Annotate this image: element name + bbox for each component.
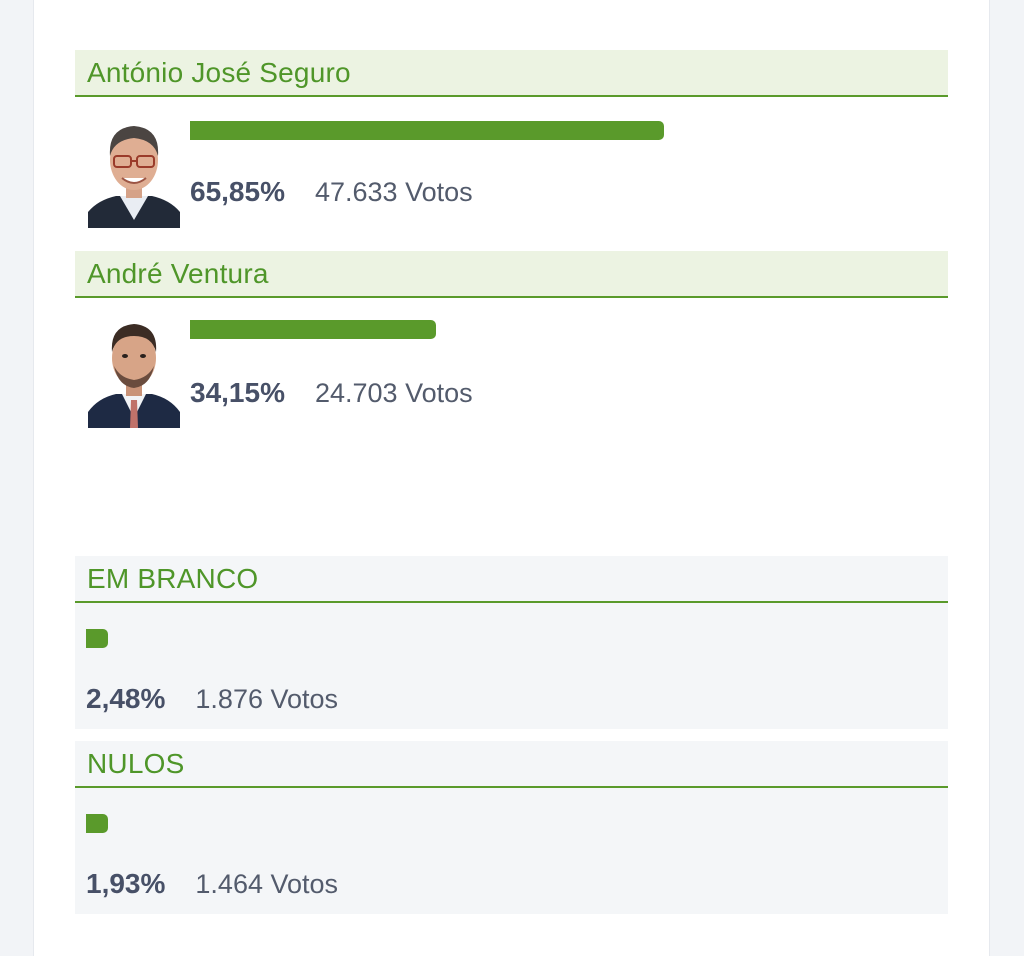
vote-share-bar [190, 121, 664, 140]
candidate-stats: 34,15% 24.703 Votos [190, 377, 473, 409]
vote-count: 24.703 Votos [315, 378, 473, 409]
blank-votes-body: 2,48% 1.876 Votos [75, 603, 948, 729]
candidate-header: António José Seguro [75, 50, 948, 97]
vote-share-bar [86, 629, 108, 648]
vote-count-number: 1.876 [195, 684, 263, 714]
blank-votes-header: EM BRANCO [75, 556, 948, 603]
vote-share-bar-fill [190, 121, 664, 140]
vote-count-label: Votos [270, 684, 339, 714]
null-votes-body: 1,93% 1.464 Votos [75, 788, 948, 914]
percentage: 1,93% [86, 868, 166, 899]
candidate-photo [88, 316, 180, 428]
vote-count: 1.464 Votos [195, 869, 338, 900]
vote-count: 1.876 Votos [195, 684, 338, 715]
vote-share-bar-fill [86, 629, 108, 648]
candidate-header: André Ventura [75, 251, 948, 298]
candidate-stats: 65,85% 47.633 Votos [190, 176, 473, 208]
vote-count-label: Votos [405, 177, 473, 207]
null-votes-stats: 1,93% 1.464 Votos [86, 868, 338, 900]
blank-votes-stats: 2,48% 1.876 Votos [86, 683, 338, 715]
percentage: 2,48% [86, 683, 166, 714]
candidate-body: 34,15% 24.703 Votos [75, 298, 948, 438]
vote-share-bar-fill [190, 320, 436, 339]
blank-votes-result: EM BRANCO 2,48% 1.876 Votos [75, 556, 948, 729]
vote-count-number: 24.703 [314, 378, 398, 408]
vote-share-bar [190, 320, 436, 339]
blank-votes-title: EM BRANCO [87, 562, 259, 594]
vote-share-bar [86, 814, 108, 833]
vote-count-number: 1.464 [195, 869, 263, 899]
vote-count-number: 47.633 [314, 177, 398, 207]
vote-share-bar-fill [86, 814, 108, 833]
candidate-result-seguro: António José Seguro 65,85% 47.633 [75, 50, 948, 237]
null-votes-title: NULOS [87, 747, 185, 779]
percentage: 34,15% [190, 377, 285, 408]
vote-count-label: Votos [270, 869, 339, 899]
null-votes-header: NULOS [75, 741, 948, 788]
candidate-name: António José Seguro [87, 56, 351, 88]
vote-count-label: Votos [405, 378, 473, 408]
candidate-name: André Ventura [87, 257, 269, 289]
null-votes-result: NULOS 1,93% 1.464 Votos [75, 741, 948, 914]
vote-count: 47.633 Votos [315, 177, 473, 208]
candidate-result-ventura: André Ventura 34,15% 24.703 V [75, 251, 948, 438]
candidate-body: 65,85% 47.633 Votos [75, 97, 948, 237]
percentage: 65,85% [190, 176, 285, 207]
candidate-photo [88, 116, 180, 228]
